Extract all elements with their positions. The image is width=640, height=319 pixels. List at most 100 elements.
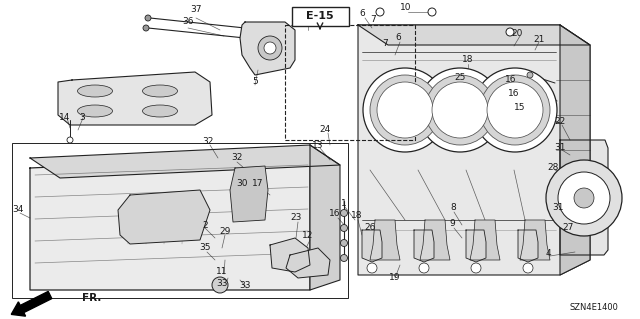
Text: 18: 18 xyxy=(351,211,363,220)
Text: 30: 30 xyxy=(236,179,248,188)
Polygon shape xyxy=(358,25,590,45)
Circle shape xyxy=(258,36,282,60)
Circle shape xyxy=(376,8,384,16)
Text: 8: 8 xyxy=(450,204,456,212)
Polygon shape xyxy=(286,248,330,278)
Text: 19: 19 xyxy=(389,273,401,283)
Text: 32: 32 xyxy=(202,137,214,146)
Circle shape xyxy=(506,28,514,36)
Circle shape xyxy=(487,82,543,138)
Text: 13: 13 xyxy=(312,140,324,150)
Polygon shape xyxy=(30,155,310,290)
Text: 24: 24 xyxy=(319,125,331,135)
Circle shape xyxy=(340,240,348,247)
Polygon shape xyxy=(362,230,382,262)
Circle shape xyxy=(340,255,348,262)
Polygon shape xyxy=(518,230,538,262)
Polygon shape xyxy=(240,22,295,75)
Text: 6: 6 xyxy=(359,10,365,19)
Circle shape xyxy=(370,75,440,145)
Polygon shape xyxy=(30,145,340,178)
Polygon shape xyxy=(230,166,268,222)
FancyBboxPatch shape xyxy=(292,7,349,26)
Polygon shape xyxy=(118,190,210,244)
Text: 28: 28 xyxy=(547,164,559,173)
Text: 37: 37 xyxy=(190,5,202,14)
Text: 16: 16 xyxy=(508,88,520,98)
Polygon shape xyxy=(420,220,450,260)
Text: 12: 12 xyxy=(302,232,314,241)
Polygon shape xyxy=(560,25,590,275)
Text: E-15: E-15 xyxy=(306,11,334,21)
Polygon shape xyxy=(520,220,550,260)
Text: 23: 23 xyxy=(291,213,301,222)
Polygon shape xyxy=(58,72,212,125)
Circle shape xyxy=(367,263,377,273)
Circle shape xyxy=(428,8,436,16)
Circle shape xyxy=(377,82,433,138)
Text: 33: 33 xyxy=(239,280,251,290)
Circle shape xyxy=(143,25,149,31)
Circle shape xyxy=(432,82,488,138)
Circle shape xyxy=(532,112,538,118)
Ellipse shape xyxy=(77,85,113,97)
Ellipse shape xyxy=(143,85,177,97)
Text: 22: 22 xyxy=(554,117,566,127)
Circle shape xyxy=(546,160,622,236)
Circle shape xyxy=(419,263,429,273)
Text: 26: 26 xyxy=(364,224,376,233)
Text: 34: 34 xyxy=(12,205,24,214)
Polygon shape xyxy=(370,220,400,260)
Text: 15: 15 xyxy=(515,102,525,112)
Text: 31: 31 xyxy=(554,144,566,152)
Ellipse shape xyxy=(143,105,177,117)
Text: 18: 18 xyxy=(462,56,474,64)
Text: 10: 10 xyxy=(400,4,412,12)
Text: FR.: FR. xyxy=(82,293,101,303)
Text: 25: 25 xyxy=(454,73,466,83)
Text: 2: 2 xyxy=(202,220,208,229)
Text: 14: 14 xyxy=(60,114,70,122)
Circle shape xyxy=(363,68,447,152)
Text: 35: 35 xyxy=(199,243,211,253)
Circle shape xyxy=(480,75,550,145)
Polygon shape xyxy=(310,145,340,290)
Text: 29: 29 xyxy=(220,227,230,236)
Bar xyxy=(285,25,415,140)
Text: 27: 27 xyxy=(563,224,573,233)
Polygon shape xyxy=(270,238,310,272)
Circle shape xyxy=(558,172,610,224)
Circle shape xyxy=(264,42,276,54)
Circle shape xyxy=(212,277,228,293)
Text: 7: 7 xyxy=(382,40,388,48)
Text: 36: 36 xyxy=(182,18,194,26)
Circle shape xyxy=(418,68,502,152)
Text: SZN4E1400: SZN4E1400 xyxy=(569,303,618,313)
Circle shape xyxy=(471,263,481,273)
Text: 21: 21 xyxy=(533,35,545,44)
Text: 16: 16 xyxy=(505,76,516,85)
Polygon shape xyxy=(358,25,590,275)
Polygon shape xyxy=(414,230,434,262)
Ellipse shape xyxy=(77,105,113,117)
Text: 32: 32 xyxy=(231,153,243,162)
Circle shape xyxy=(523,263,533,273)
Text: 33: 33 xyxy=(216,279,228,288)
Polygon shape xyxy=(470,220,500,260)
Circle shape xyxy=(340,225,348,232)
Circle shape xyxy=(574,188,594,208)
Text: 6: 6 xyxy=(395,33,401,42)
Text: 3: 3 xyxy=(79,114,85,122)
Circle shape xyxy=(473,68,557,152)
Text: 11: 11 xyxy=(216,268,228,277)
Text: 20: 20 xyxy=(511,29,523,39)
Text: 7: 7 xyxy=(370,16,376,25)
Text: 17: 17 xyxy=(252,179,264,188)
Text: 1: 1 xyxy=(341,199,347,209)
Text: 16: 16 xyxy=(329,210,340,219)
Bar xyxy=(12,143,348,298)
Text: 9: 9 xyxy=(449,219,455,228)
Circle shape xyxy=(145,15,151,21)
Polygon shape xyxy=(466,230,486,262)
Circle shape xyxy=(67,137,73,143)
